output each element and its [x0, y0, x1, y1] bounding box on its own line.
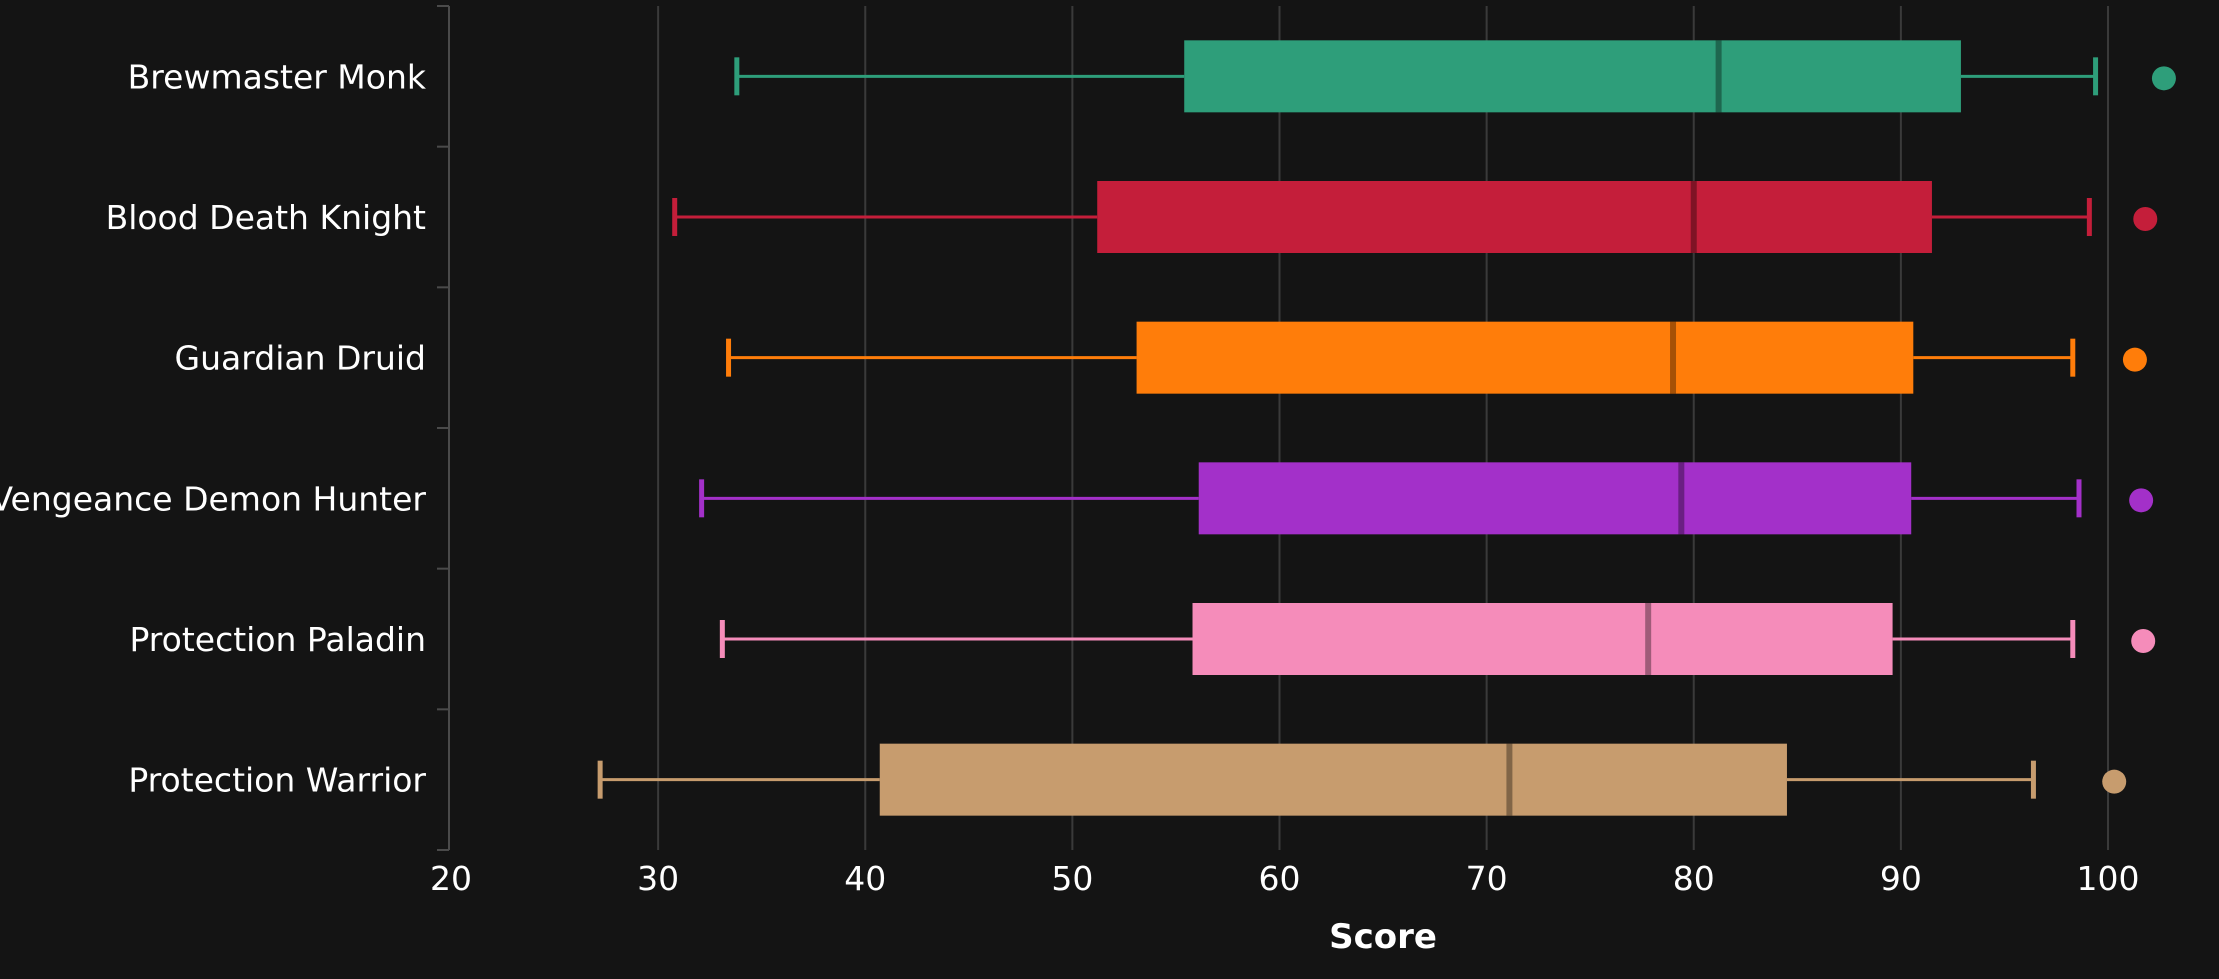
category-label: Protection Paladin	[129, 620, 426, 659]
box-group	[699, 462, 2154, 535]
x-tick-label: 60	[1259, 859, 1301, 898]
box-group	[719, 603, 2156, 675]
x-axis-ticks: 20 30 40 50 60 70 80 90 100	[430, 859, 2140, 898]
grid-lines	[657, 6, 2109, 850]
outlier-point	[2131, 629, 2156, 653]
box-iqr	[1184, 40, 1961, 113]
x-tick-label: 50	[1051, 859, 1093, 898]
box-series	[597, 40, 2176, 816]
box-group	[597, 743, 2127, 816]
x-tick-label: 70	[1466, 859, 1508, 898]
x-tick-label: 90	[1880, 859, 1922, 898]
box-iqr	[1192, 603, 1893, 675]
category-label: Brewmaster Monk	[128, 57, 427, 96]
box-iqr	[1097, 181, 1932, 253]
x-tick-label: 30	[637, 859, 679, 898]
x-axis-title: Score	[1329, 917, 1437, 957]
category-label: Protection Warrior	[128, 761, 426, 800]
category-label: Guardian Druid	[175, 339, 426, 378]
outlier-point	[2102, 769, 2127, 794]
outlier-point	[2133, 207, 2158, 231]
box-group	[734, 40, 2176, 113]
x-tick-label: 40	[844, 859, 886, 898]
y-axis	[437, 5, 450, 851]
category-labels: Brewmaster Monk Blood Death Knight Guardia…	[0, 57, 427, 799]
x-tick-label: 20	[430, 859, 472, 898]
category-label: Blood Death Knight	[106, 198, 426, 237]
x-tick-label: 100	[2077, 859, 2140, 898]
box-iqr	[1198, 462, 1912, 535]
outlier-point	[2151, 66, 2176, 91]
box-iqr	[1136, 321, 1914, 394]
outlier-point	[2122, 347, 2147, 372]
outlier-point	[2129, 488, 2154, 513]
box-iqr	[879, 743, 1787, 816]
category-label: Vengeance Demon Hunter	[0, 479, 426, 518]
x-tick-label: 80	[1673, 859, 1715, 898]
box-group	[726, 321, 2147, 394]
box-group	[672, 181, 2158, 253]
